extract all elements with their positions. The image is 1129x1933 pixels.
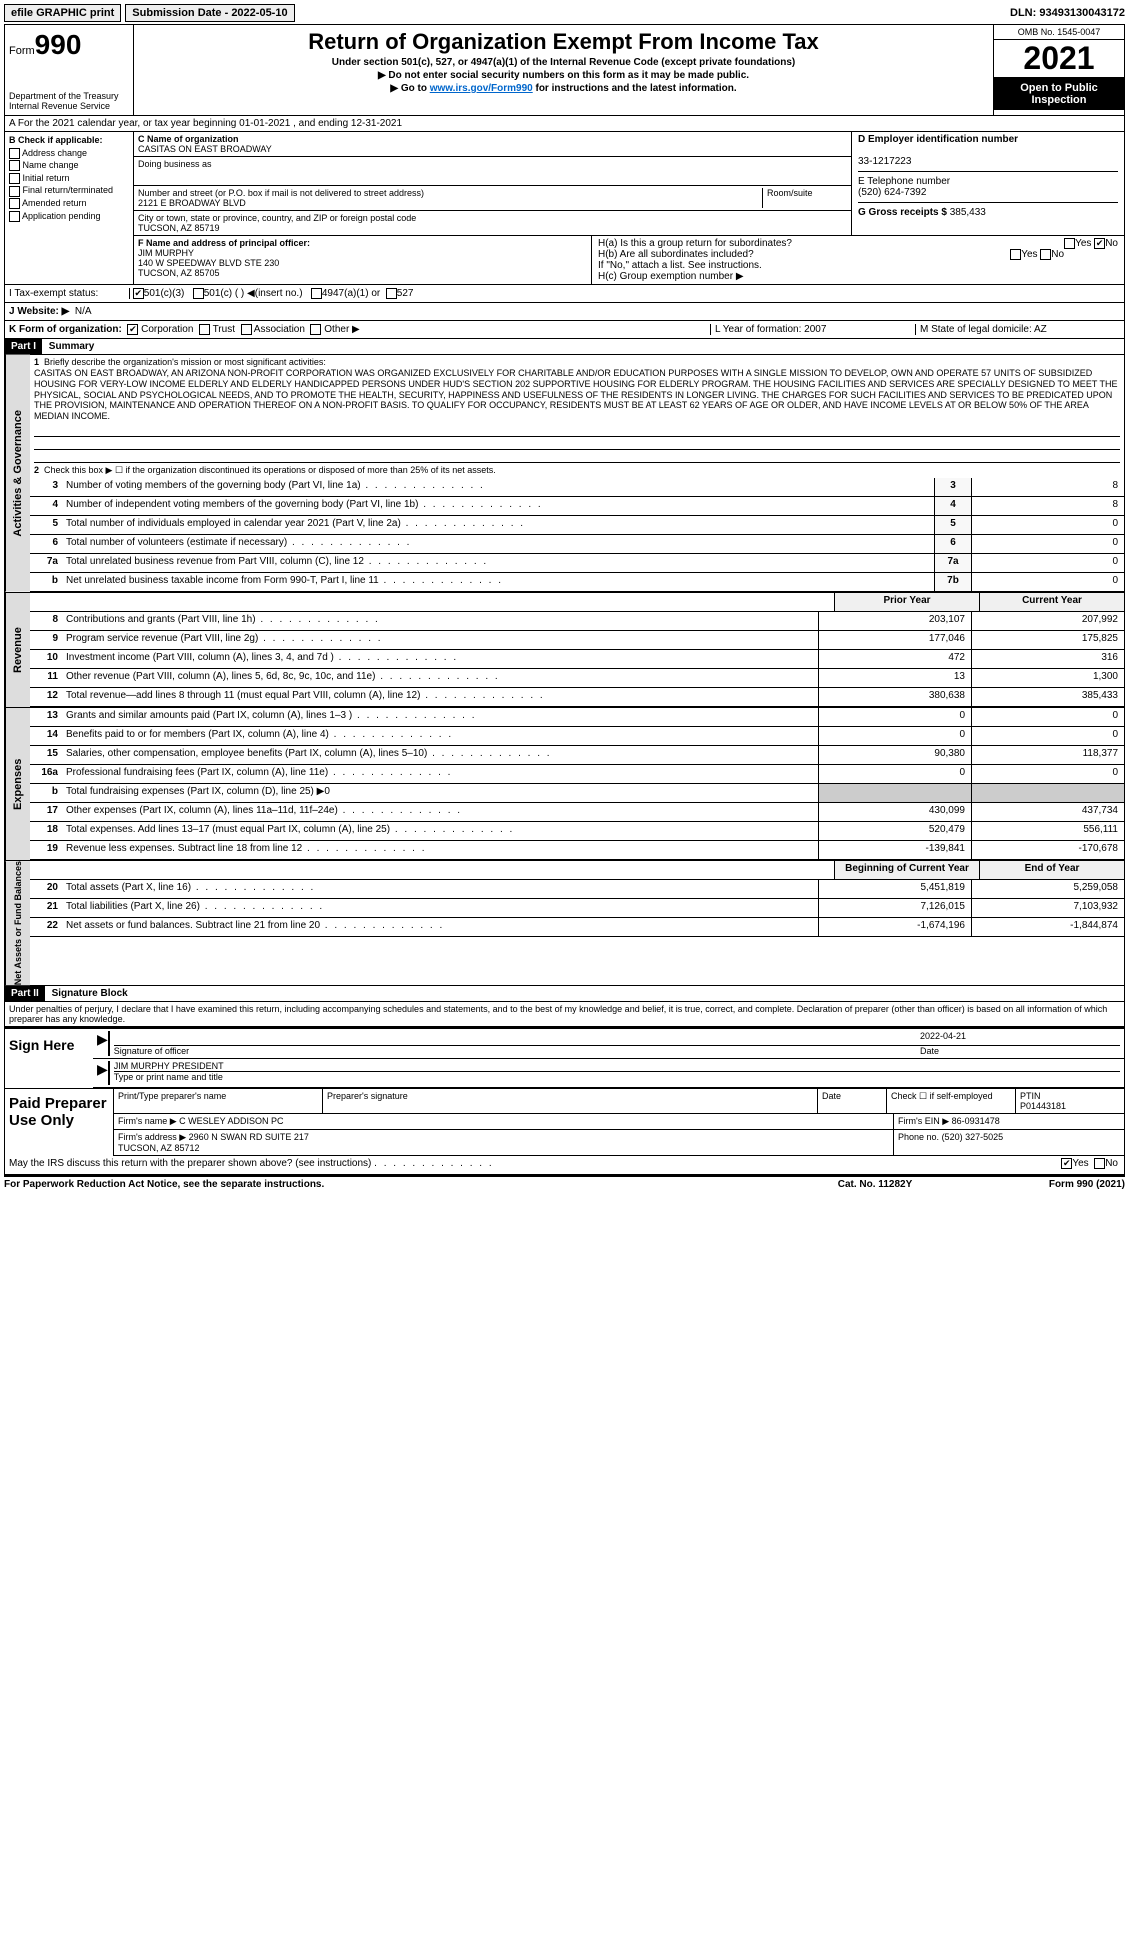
section-h: H(a) Is this a group return for subordin… bbox=[592, 236, 1124, 284]
officer-signature-row: ▶ Signature of officer 2022-04-21 Date bbox=[93, 1029, 1124, 1059]
checkbox-address-change[interactable]: Address change bbox=[9, 147, 129, 160]
side-activities: Activities & Governance bbox=[5, 355, 30, 592]
checkbox-initial-return[interactable]: Initial return bbox=[9, 172, 129, 185]
line-1: 1 Briefly describe the organization's mi… bbox=[30, 355, 1124, 424]
org-name-cell: C Name of organizationCASITAS ON EAST BR… bbox=[134, 132, 851, 157]
line-b: bTotal fundraising expenses (Part IX, co… bbox=[30, 784, 1124, 803]
line-3: 3Number of voting members of the governi… bbox=[30, 478, 1124, 497]
submission-date: Submission Date - 2022-05-10 bbox=[125, 4, 294, 22]
line-7b: bNet unrelated business taxable income f… bbox=[30, 573, 1124, 592]
line-11: 11Other revenue (Part VIII, column (A), … bbox=[30, 669, 1124, 688]
line-14: 14Benefits paid to or for members (Part … bbox=[30, 727, 1124, 746]
irs-link[interactable]: www.irs.gov/Form990 bbox=[430, 83, 533, 94]
section-f: F Name and address of principal officer:… bbox=[134, 236, 592, 284]
line-10: 10Investment income (Part VIII, column (… bbox=[30, 650, 1124, 669]
city-cell: City or town, state or province, country… bbox=[134, 211, 851, 235]
perjury-text: Under penalties of perjury, I declare th… bbox=[5, 1002, 1124, 1027]
side-net-assets: Net Assets or Fund Balances bbox=[5, 861, 30, 985]
page-footer: For Paperwork Reduction Act Notice, see … bbox=[4, 1177, 1125, 1192]
line-13: 13Grants and similar amounts paid (Part … bbox=[30, 708, 1124, 727]
side-expenses: Expenses bbox=[5, 708, 30, 860]
paid-preparer-label: Paid Preparer Use Only bbox=[5, 1089, 114, 1156]
line-15: 15Salaries, other compensation, employee… bbox=[30, 746, 1124, 765]
form-id-block: Form990 Department of the Treasury Inter… bbox=[5, 25, 134, 115]
line-17: 17Other expenses (Part IX, column (A), l… bbox=[30, 803, 1124, 822]
line-12: 12Total revenue—add lines 8 through 11 (… bbox=[30, 688, 1124, 707]
line-16a: 16aProfessional fundraising fees (Part I… bbox=[30, 765, 1124, 784]
officer-name-row: ▶ JIM MURPHY PRESIDENT Type or print nam… bbox=[93, 1059, 1124, 1088]
line-8: 8Contributions and grants (Part VIII, li… bbox=[30, 612, 1124, 631]
pp-firm-name-row: Firm's name ▶ C WESLEY ADDISON PC Firm's… bbox=[114, 1114, 1124, 1130]
section-i: I Tax-exempt status: ✔ 501(c)(3) 501(c) … bbox=[5, 285, 1124, 303]
checkbox-final-return-terminated[interactable]: Final return/terminated bbox=[9, 184, 129, 197]
section-deg: D Employer identification number33-12172… bbox=[852, 132, 1124, 235]
line-9: 9Program service revenue (Part VIII, lin… bbox=[30, 631, 1124, 650]
line-2: 2 Check this box ▶ ☐ if the organization… bbox=[30, 463, 1124, 478]
form-title-block: Return of Organization Exempt From Incom… bbox=[134, 25, 993, 115]
pp-firm-addr-row: Firm's address ▶ 2960 N SWAN RD SUITE 21… bbox=[114, 1130, 1124, 1156]
side-revenue: Revenue bbox=[5, 593, 30, 707]
dln: DLN: 93493130043172 bbox=[1010, 7, 1125, 19]
section-j: J Website: ▶ N/A bbox=[5, 303, 1124, 321]
line-18: 18Total expenses. Add lines 13–17 (must … bbox=[30, 822, 1124, 841]
discuss-row: May the IRS discuss this return with the… bbox=[5, 1156, 1124, 1176]
address-cell: Number and street (or P.O. box if mail i… bbox=[134, 186, 851, 211]
col-headers-rev: Prior Year Current Year bbox=[30, 593, 1124, 612]
checkbox-application-pending[interactable]: Application pending bbox=[9, 210, 129, 223]
section-klm: K Form of organization: ✔ Corporation Tr… bbox=[5, 321, 1124, 339]
line-20: 20Total assets (Part X, line 16)5,451,81… bbox=[30, 880, 1124, 899]
line-7a: 7aTotal unrelated business revenue from … bbox=[30, 554, 1124, 573]
year-block: OMB No. 1545-0047 2021 Open to Public In… bbox=[993, 25, 1124, 115]
line-21: 21Total liabilities (Part X, line 26)7,1… bbox=[30, 899, 1124, 918]
line-4: 4Number of independent voting members of… bbox=[30, 497, 1124, 516]
line-5: 5Total number of individuals employed in… bbox=[30, 516, 1124, 535]
pp-header-row: Print/Type preparer's name Preparer's si… bbox=[114, 1089, 1124, 1114]
col-headers-net: Beginning of Current Year End of Year bbox=[30, 861, 1124, 880]
line-22: 22Net assets or fund balances. Subtract … bbox=[30, 918, 1124, 937]
checkbox-name-change[interactable]: Name change bbox=[9, 159, 129, 172]
dba-cell: Doing business as bbox=[134, 157, 851, 186]
part1-header: Part I Summary bbox=[5, 339, 1124, 355]
efile-print-button[interactable]: efile GRAPHIC print bbox=[4, 4, 121, 22]
section-b: B Check if applicable: Address change Na… bbox=[5, 132, 134, 284]
part2-header: Part II Signature Block bbox=[5, 986, 1124, 1002]
sign-here-label: Sign Here bbox=[5, 1029, 93, 1088]
tax-year-line: A For the 2021 calendar year, or tax yea… bbox=[5, 116, 1124, 132]
line-19: 19Revenue less expenses. Subtract line 1… bbox=[30, 841, 1124, 860]
checkbox-amended-return[interactable]: Amended return bbox=[9, 197, 129, 210]
line-6: 6Total number of volunteers (estimate if… bbox=[30, 535, 1124, 554]
